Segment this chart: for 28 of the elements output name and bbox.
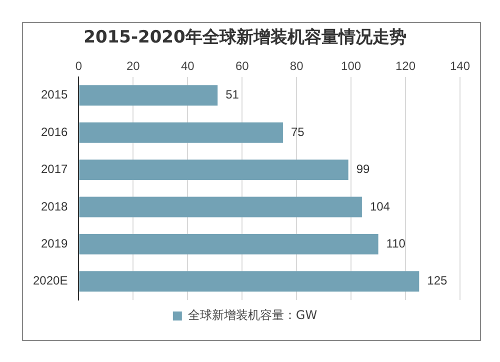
x-tick-label: 120 (396, 58, 416, 73)
y-tick-label: 2020E (32, 274, 68, 288)
x-tick-label: 40 (180, 58, 195, 73)
chart-title: 2015-2020年全球新增装机容量情况走势 (84, 28, 406, 48)
bar (79, 196, 362, 218)
data-label: 75 (290, 124, 305, 139)
bar (79, 234, 378, 254)
legend-label: 全球新增装机容量：GW (188, 308, 318, 322)
y-tick-label: 2017 (40, 162, 68, 176)
x-tick-label: 0 (75, 58, 82, 73)
y-tick-label: 2015 (40, 88, 68, 102)
x-tick-label: 100 (341, 58, 362, 73)
y-tick-label: 2016 (40, 124, 68, 139)
bar (79, 122, 283, 143)
data-label: 104 (370, 199, 390, 214)
bar (79, 271, 420, 292)
data-label: 110 (386, 236, 406, 251)
data-label: 99 (356, 162, 370, 176)
bar (79, 85, 218, 106)
y-tick-label: 2019 (40, 236, 68, 251)
x-tick-label: 60 (235, 58, 250, 73)
data-label: 125 (427, 274, 448, 288)
x-tick-label: 20 (126, 58, 140, 73)
bar (79, 160, 348, 180)
y-tick-label: 2018 (40, 199, 68, 214)
x-tick-label: 80 (290, 58, 304, 73)
x-tick-label: 140 (450, 58, 470, 73)
data-label: 51 (226, 88, 240, 102)
